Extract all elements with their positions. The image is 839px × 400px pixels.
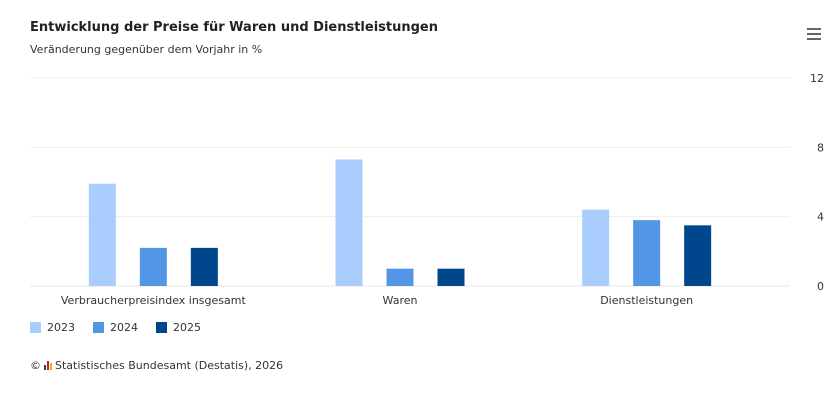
bar-2024: [633, 220, 661, 286]
x-tick-label: Dienstleistungen: [600, 294, 693, 307]
legend-item-2024[interactable]: 2024: [93, 321, 138, 334]
y-tick-label: 8: [817, 141, 824, 154]
destatis-logo-icon: [44, 361, 52, 370]
chart-subtitle: Veränderung gegenüber dem Vorjahr in %: [30, 43, 263, 56]
legend-item-2023[interactable]: 2023: [30, 321, 75, 334]
bar-2024: [139, 247, 167, 286]
y-tick-label: 12: [810, 72, 824, 85]
bar-2024: [386, 268, 414, 286]
legend-swatch: [30, 322, 41, 333]
legend-label: 2024: [110, 321, 138, 334]
plot-area: 0 4 8 12 Verbraucherpreisindex insgesamt Ware…: [30, 72, 824, 307]
legend: 2023 2024 2025: [30, 321, 201, 334]
credits: © Statistisches Bundesamt (Destatis), 20…: [30, 359, 283, 372]
x-tick-label: Waren: [383, 294, 418, 307]
x-tick-label: Verbraucherpreisindex insgesamt: [61, 294, 247, 307]
y-tick-label: 4: [817, 211, 824, 224]
legend-label: 2025: [173, 321, 201, 334]
bar-2025: [437, 268, 465, 286]
bar-2023: [582, 209, 610, 286]
hamburger-menu-icon[interactable]: [807, 28, 821, 43]
y-tick-label: 0: [817, 280, 824, 293]
copyright-symbol: ©: [30, 359, 41, 372]
legend-swatch: [156, 322, 167, 333]
bar-2023: [335, 159, 363, 286]
credits-text: Statistisches Bundesamt (Destatis), 2026: [55, 359, 284, 372]
legend-label: 2023: [47, 321, 75, 334]
chart-title: Entwicklung der Preise für Waren und Die…: [30, 20, 439, 35]
legend-swatch: [93, 322, 104, 333]
bar-2025: [190, 247, 218, 286]
bar-2023: [88, 183, 116, 286]
bar-2025: [684, 225, 712, 286]
legend-item-2025[interactable]: 2025: [156, 321, 201, 334]
